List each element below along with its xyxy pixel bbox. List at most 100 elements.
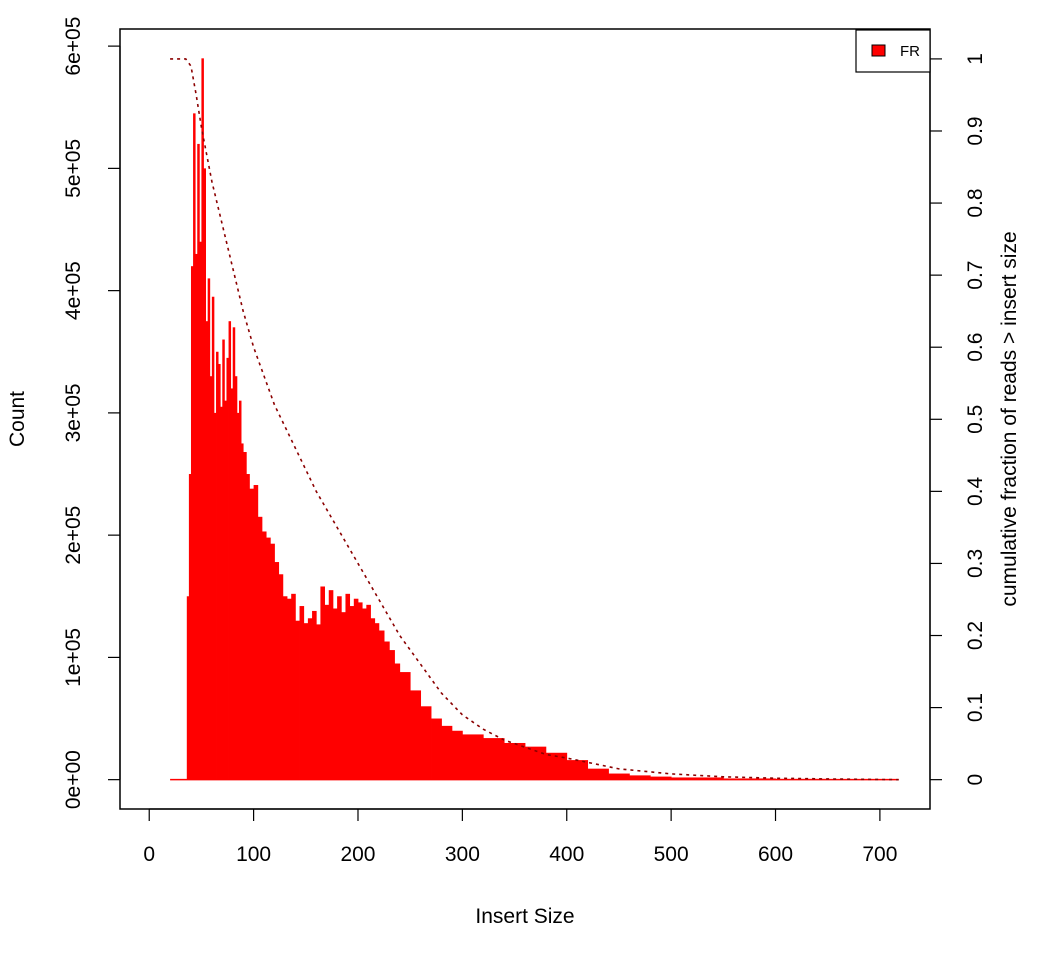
histogram-bar xyxy=(205,321,209,780)
histogram-bar xyxy=(278,574,284,780)
histogram-bar xyxy=(362,608,367,780)
histogram-bar xyxy=(384,641,390,780)
histogram-bar xyxy=(193,113,196,780)
x-axis: 0 100 200 300 400 500 600 700 xyxy=(143,808,897,866)
histogram-bar xyxy=(253,485,259,780)
histogram-bar xyxy=(483,738,505,780)
histogram-bar xyxy=(374,623,380,780)
histogram-bar xyxy=(188,474,192,780)
x-tick-label: 400 xyxy=(549,843,584,866)
y2-tick-label: 0 xyxy=(964,774,987,786)
legend: FR xyxy=(855,29,931,73)
y2-tick-label: 0.1 xyxy=(964,693,987,722)
histogram-bar xyxy=(203,168,206,780)
x-tick-label: 700 xyxy=(862,843,897,866)
histogram-bar xyxy=(238,400,242,780)
y-tick-label: 6e+05 xyxy=(62,17,85,76)
x-tick-label: 0 xyxy=(143,843,155,866)
histogram-bar xyxy=(222,339,225,780)
histogram-bar xyxy=(370,618,376,780)
histogram-bar xyxy=(504,742,526,780)
histogram-bar xyxy=(420,706,432,780)
histogram-bar xyxy=(236,412,240,780)
histogram-bar xyxy=(220,406,223,780)
histogram-bar xyxy=(295,620,300,780)
histogram-bar xyxy=(629,775,651,780)
histogram-bar xyxy=(431,718,442,780)
y-axis-title: Count xyxy=(6,391,29,447)
histogram-bar xyxy=(345,593,351,780)
histogram-bars xyxy=(170,58,900,781)
y-tick-label: 4e+05 xyxy=(62,261,85,320)
histogram-bar xyxy=(303,623,309,780)
y2-tick-label: 0.6 xyxy=(964,333,987,362)
x-tick-label: 100 xyxy=(236,843,271,866)
legend-swatch-fr xyxy=(871,44,886,57)
histogram-bar xyxy=(366,604,371,780)
histogram-bar xyxy=(270,543,275,780)
histogram-bar xyxy=(234,376,238,780)
histogram-bar xyxy=(207,278,211,780)
histogram-bar xyxy=(349,606,355,780)
histogram-bar xyxy=(316,624,321,780)
histogram-bar xyxy=(441,725,453,780)
histogram-bar xyxy=(232,327,236,780)
y2-tick-label: 1 xyxy=(964,53,987,65)
histogram-bar xyxy=(243,452,247,780)
histogram-bar xyxy=(608,773,630,780)
x-tick-label: 200 xyxy=(340,843,375,866)
histogram-bar xyxy=(218,363,221,780)
histogram-bar xyxy=(525,746,547,780)
histogram-bar xyxy=(230,388,234,780)
histogram-bar xyxy=(287,598,292,780)
histogram-bar xyxy=(451,730,463,780)
x-tick-label: 500 xyxy=(654,843,689,866)
y2-tick-label: 0.4 xyxy=(964,476,987,506)
y-tick-label: 3e+05 xyxy=(62,383,85,442)
histogram-bar xyxy=(257,516,263,780)
histogram-bar xyxy=(216,351,219,780)
histogram-bar xyxy=(328,590,334,780)
y2-tick-label: 0.7 xyxy=(964,261,987,290)
y2-tick-label: 0.2 xyxy=(964,621,987,650)
histogram-bar xyxy=(307,618,313,780)
y-tick-label: 0e+00 xyxy=(62,750,85,809)
histogram-bar xyxy=(324,604,330,780)
y2-tick-label: 0.8 xyxy=(964,188,987,217)
histogram-bar xyxy=(246,474,250,780)
histogram-bar xyxy=(389,650,395,780)
histogram-bar xyxy=(224,400,227,780)
histogram-bar xyxy=(394,663,401,780)
histogram-bar xyxy=(228,321,232,780)
legend-box xyxy=(855,29,931,73)
histogram-bar xyxy=(201,58,204,780)
x-axis-title: Insert Size xyxy=(475,905,574,928)
y-axis-left: 0e+00 1e+05 2e+05 3e+05 4e+05 5e+05 6e+05 xyxy=(62,17,121,809)
histogram-bar xyxy=(378,630,385,780)
y2-tick-label: 0.3 xyxy=(964,549,987,578)
histogram-bar xyxy=(190,266,194,780)
histogram-bar xyxy=(186,596,190,780)
y-tick-label: 1e+05 xyxy=(62,628,85,687)
histogram-bar xyxy=(399,672,411,780)
histogram-bar xyxy=(341,612,346,780)
histogram-bar xyxy=(211,296,215,780)
histogram-bar xyxy=(337,596,342,780)
histogram-bar xyxy=(320,586,325,780)
histogram-bar xyxy=(261,531,267,780)
histogram-bar xyxy=(332,608,338,780)
histogram-bar xyxy=(199,241,202,780)
legend-label-fr: FR xyxy=(900,43,920,60)
histogram-bar xyxy=(312,610,317,780)
histogram-bar xyxy=(195,253,198,780)
histogram-bar xyxy=(671,777,724,780)
histogram-bar xyxy=(266,537,271,780)
y2-tick-label: 0.9 xyxy=(964,116,987,145)
histogram-bar xyxy=(410,690,422,780)
cumulative-fraction-line xyxy=(170,58,899,781)
histogram-bar xyxy=(274,562,280,780)
plot-frame xyxy=(119,28,931,810)
y-tick-label: 2e+05 xyxy=(62,506,85,565)
histogram-bar xyxy=(299,606,305,780)
